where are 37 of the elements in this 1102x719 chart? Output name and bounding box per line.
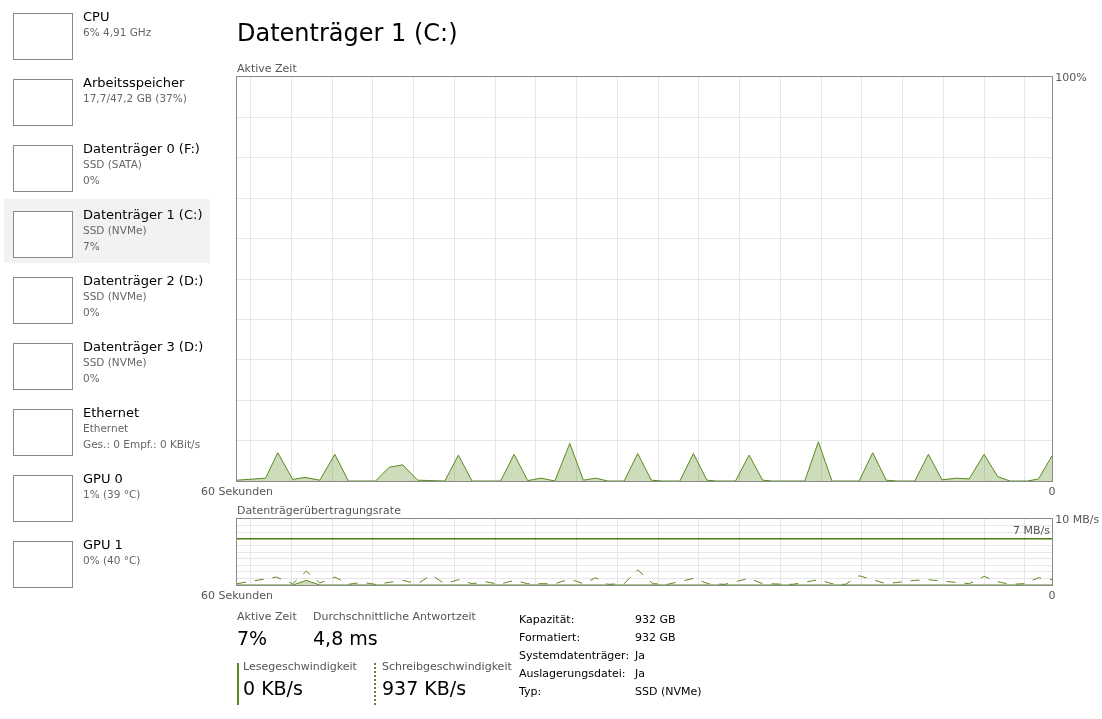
text: Durchschnittliche Antwortzeit [313, 610, 476, 623]
text: SSD (NVMe) [635, 685, 702, 698]
text: Auslagerungsdatei: [519, 667, 626, 680]
text: Datenträger 1 (C:) SSD (NVMe) 7% [83, 207, 203, 254]
text: 0 KB/s [243, 677, 303, 699]
y-tick-label: 100% [1055, 70, 1087, 84]
x-tick-label: 0 [1048, 589, 1056, 603]
text: Lesegeschwindigkeit [243, 660, 357, 673]
text: 4,8 ms [313, 627, 378, 649]
text: Kapazität: [519, 613, 575, 626]
text: Aktive Zeit [237, 610, 297, 623]
ref-line-label: 7 MB/s [1013, 524, 1051, 537]
text: Datenträger 3 (D:) SSD (NVMe) 0% [83, 339, 204, 386]
text: 932 GB [635, 631, 676, 644]
text: Ja [635, 667, 645, 680]
text: Datenträger 0 (F:) SSD (SATA) 0% [83, 141, 200, 188]
text: 7% [237, 627, 268, 649]
text: GPU 0 1% (39 °C) [83, 471, 141, 502]
y-axis-title: Aktive Zeit [237, 62, 298, 75]
y-tick-label: 10 MB/s [1055, 512, 1100, 526]
text: CPU 6% 4,91 GHz [83, 9, 152, 40]
text: Systemdatenträger: [519, 649, 630, 662]
text: Typ: [519, 685, 542, 698]
text: Datenträger 2 (D:) SSD (NVMe) 0% [83, 273, 204, 320]
chart-title: Datenträger 1 (C:) [237, 18, 458, 47]
text: Ethernet Ethernet Ges.: 0 Empf.: 0 KBit/s [83, 405, 201, 452]
x-tick-label: 0 [1048, 485, 1056, 499]
y-axis-title: Datenträgerübertragungsrate [237, 504, 402, 517]
text: GPU 1 0% (40 °C) [83, 537, 141, 568]
text: Formatiert: [519, 631, 581, 644]
text: Ja [635, 649, 645, 662]
text: Arbeitsspeicher 17,7/47,2 GB (37%) [83, 75, 187, 106]
x-tick-label: 60 Sekunden [201, 485, 273, 499]
x-tick-label: 60 Sekunden [201, 589, 273, 603]
text: Schreibgeschwindigkeit [382, 660, 512, 673]
text: 932 GB [635, 613, 676, 626]
text: 937 KB/s [382, 677, 467, 699]
